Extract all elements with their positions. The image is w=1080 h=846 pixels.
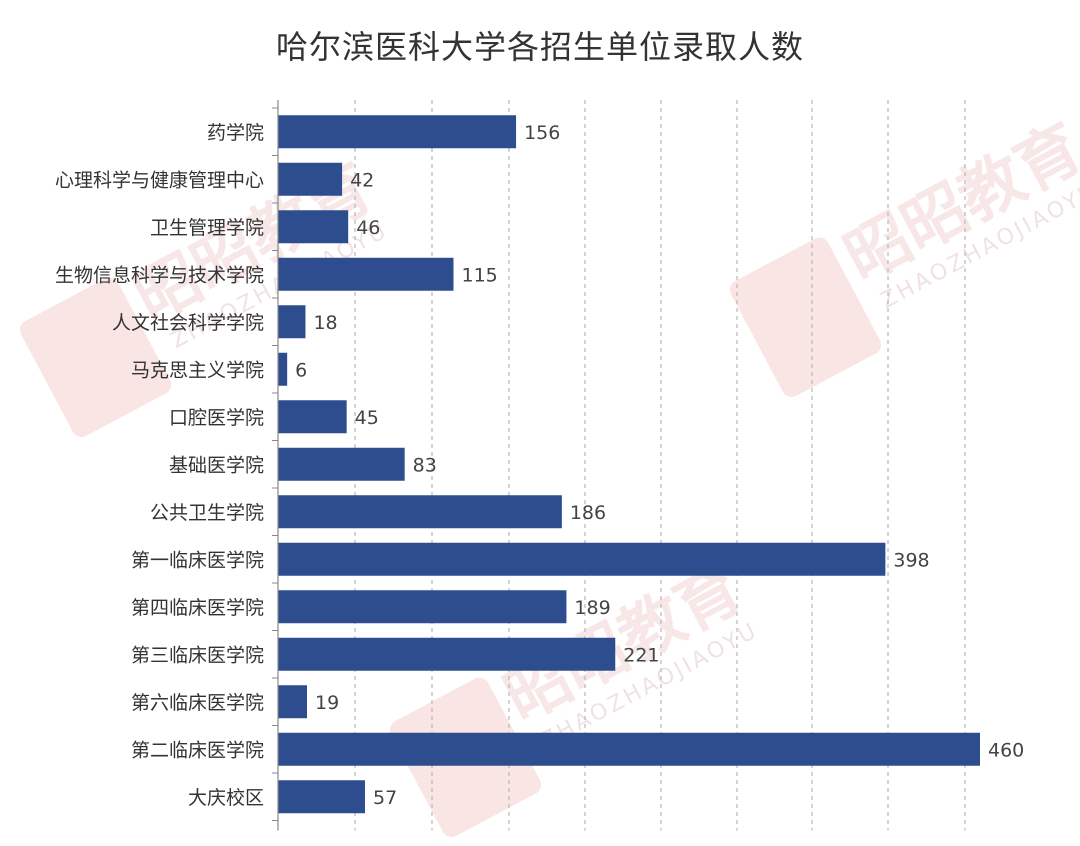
category-label: 第二临床医学院 [131, 739, 264, 761]
data-label: 186 [570, 502, 606, 524]
bar [278, 257, 454, 291]
data-label: 19 [315, 692, 339, 714]
data-label: 398 [893, 549, 929, 571]
watermark-logo [729, 237, 882, 397]
bar [278, 400, 347, 434]
category-label: 卫生管理学院 [150, 217, 264, 239]
category-label: 口腔医学院 [169, 407, 264, 429]
bar [278, 590, 567, 624]
category-label: 第一临床医学院 [131, 549, 264, 571]
category-label: 第六临床医学院 [131, 692, 264, 714]
bar [278, 495, 562, 529]
category-axis [272, 100, 279, 831]
labels-group: 药学院 156 心理科学与健康管理中心 42 卫生管理学院 46 生物信息科学与技术学院 11… [55, 122, 1024, 809]
bar [278, 447, 405, 481]
bar [278, 780, 365, 814]
bar [278, 115, 517, 149]
bar [278, 542, 886, 576]
bar [278, 352, 288, 386]
category-label: 马克思主义学院 [131, 359, 264, 381]
data-label: 46 [356, 217, 380, 239]
data-label: 115 [462, 264, 498, 286]
bar [278, 685, 307, 719]
data-label: 221 [623, 644, 659, 666]
data-label: 42 [350, 169, 374, 191]
bar [278, 305, 306, 339]
data-label: 6 [295, 359, 307, 381]
data-label: 18 [313, 312, 337, 334]
bar [278, 210, 349, 244]
chart-title: 哈尔滨医科大学各招生单位录取人数 [275, 28, 804, 66]
bar [278, 162, 343, 196]
category-label: 生物信息科学与技术学院 [55, 264, 264, 286]
bar [278, 637, 616, 671]
category-label: 第三临床医学院 [131, 644, 264, 666]
bar [278, 732, 980, 766]
data-label: 460 [988, 739, 1024, 761]
data-label: 57 [373, 787, 397, 809]
data-label: 189 [574, 597, 610, 619]
category-label: 药学院 [207, 122, 264, 144]
category-label: 大庆校区 [188, 787, 264, 809]
category-label: 公共卫生学院 [150, 502, 264, 524]
category-label: 第四临床医学院 [131, 597, 264, 619]
category-label: 心理科学与健康管理中心 [55, 169, 264, 191]
data-label: 83 [413, 454, 437, 476]
category-label: 基础医学院 [169, 454, 264, 476]
grid-lines [354, 100, 966, 831]
data-label: 156 [524, 122, 560, 144]
watermark-logo [19, 277, 172, 437]
data-label: 45 [355, 407, 379, 429]
bars-group [278, 115, 980, 814]
category-label: 人文社会科学学院 [112, 312, 264, 334]
